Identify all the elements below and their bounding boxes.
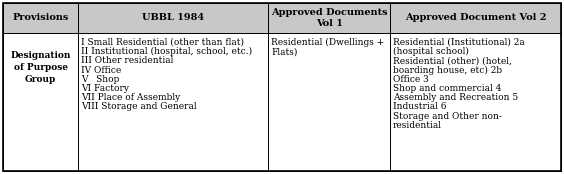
Text: (hospital school): (hospital school) [393, 47, 469, 56]
Text: VII Place of Assembly: VII Place of Assembly [81, 93, 180, 102]
Text: V   Shop: V Shop [81, 75, 120, 84]
Bar [3, 33, 78, 171]
Text: IV Office: IV Office [81, 66, 121, 75]
Text: Residential (other) (hotel,: Residential (other) (hotel, [393, 56, 512, 65]
Text: VI Factory: VI Factory [81, 84, 129, 93]
Text: Residential (Dwellings +: Residential (Dwellings + [271, 38, 384, 47]
Text: Industrial 6: Industrial 6 [393, 102, 447, 111]
Bar [390, 33, 561, 171]
Bar [390, 3, 561, 33]
Text: UBBL 1984: UBBL 1984 [142, 14, 204, 22]
Bar [78, 33, 268, 171]
Bar [78, 3, 268, 33]
Text: Residential (Institutional) 2a: Residential (Institutional) 2a [393, 38, 525, 47]
Bar [268, 33, 390, 171]
Bar [268, 3, 390, 33]
Text: I Small Residential (other than flat): I Small Residential (other than flat) [81, 38, 244, 47]
Text: boarding house, etc) 2b: boarding house, etc) 2b [393, 66, 502, 75]
Bar [3, 3, 78, 33]
Text: Storage and Other non-: Storage and Other non- [393, 112, 502, 121]
Text: Approved Document Vol 2: Approved Document Vol 2 [405, 14, 547, 22]
Text: II Institutional (hospital, school, etc.): II Institutional (hospital, school, etc.… [81, 47, 252, 56]
Text: Designation
of Purpose
Group: Designation of Purpose Group [10, 51, 70, 84]
Text: Shop and commercial 4: Shop and commercial 4 [393, 84, 501, 93]
Text: Office 3: Office 3 [393, 75, 429, 84]
Text: Approved Documents
Vol 1: Approved Documents Vol 1 [271, 8, 387, 28]
Text: III Other residential: III Other residential [81, 56, 173, 65]
Text: VIII Storage and General: VIII Storage and General [81, 102, 197, 111]
Text: residential: residential [393, 121, 442, 130]
Text: Assembly and Recreation 5: Assembly and Recreation 5 [393, 93, 518, 102]
Text: Flats): Flats) [271, 47, 297, 56]
Text: Provisions: Provisions [12, 14, 69, 22]
